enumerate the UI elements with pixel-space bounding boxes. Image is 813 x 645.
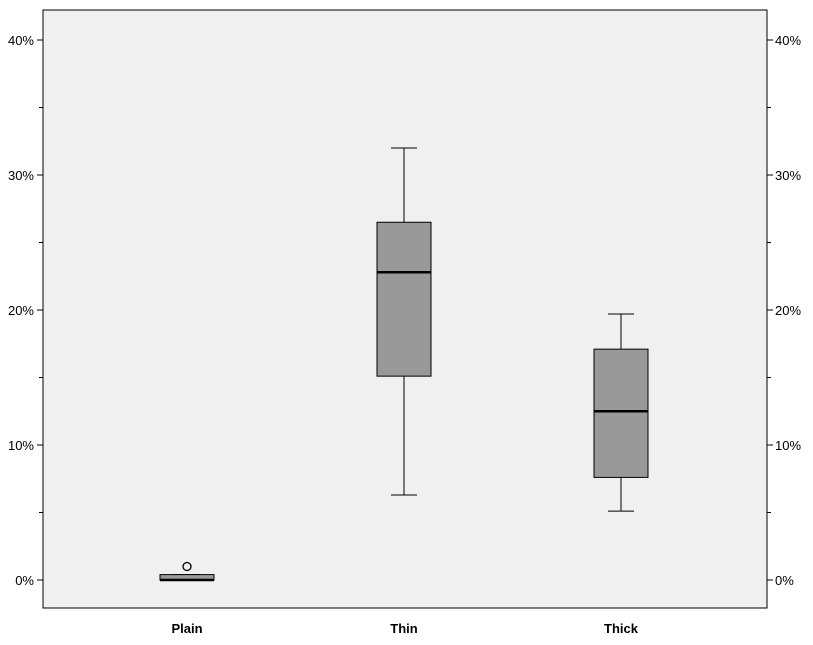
box-series (159, 147, 649, 582)
category-label: Plain (171, 621, 202, 636)
right-tick-label: 40% (775, 33, 801, 48)
left-tick-label: 10% (8, 438, 34, 453)
right-tick-label: 0% (775, 573, 794, 588)
iqr-box (376, 221, 432, 377)
category-label: Thin (390, 621, 417, 636)
right-tick-label: 20% (775, 303, 801, 318)
right-y-axis: 0% 10% 20% 30% 40% (767, 33, 801, 588)
left-y-axis: 0% 10% 20% 30% 40% (8, 33, 43, 588)
left-tick-label: 20% (8, 303, 34, 318)
box-thick (593, 313, 649, 512)
right-tick-label: 30% (775, 168, 801, 183)
right-tick-label: 10% (775, 438, 801, 453)
box-plain (159, 561, 215, 582)
left-tick-label: 30% (8, 168, 34, 183)
category-label: Thick (604, 621, 639, 636)
left-tick-label: 40% (8, 33, 34, 48)
box-thin (376, 147, 432, 496)
category-axis-labels: Plain Thin Thick (171, 621, 638, 636)
iqr-box (593, 348, 649, 478)
left-tick-label: 0% (15, 573, 34, 588)
outlier-point (182, 561, 192, 572)
